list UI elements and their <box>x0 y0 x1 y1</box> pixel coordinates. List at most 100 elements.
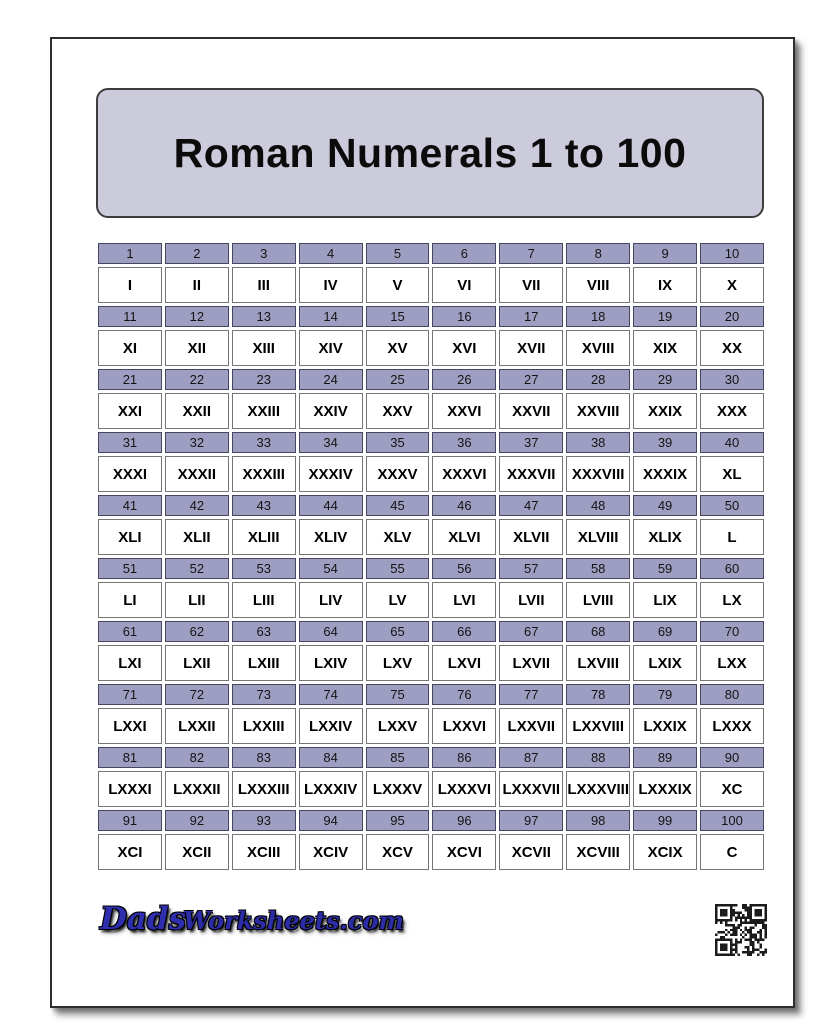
roman-cell: XXX <box>700 393 764 429</box>
arabic-cell: 70 <box>700 621 764 642</box>
roman-cell: XLVIII <box>566 519 631 555</box>
roman-row: XI XII XIII XIV XV XVI XVII XVIII XIX XX <box>98 330 764 366</box>
roman-cell: XXXVII <box>499 456 564 492</box>
qr-code-icon <box>715 904 767 956</box>
arabic-cell: 24 <box>298 369 363 390</box>
roman-cell: XCVIII <box>566 834 631 870</box>
roman-cell: LXXXIV <box>298 771 363 807</box>
roman-cell: XIV <box>298 330 363 366</box>
numerals-table-body: 1 2 3 4 5 6 7 8 9 10 I II III IV V VI VII VIII IX X 11 12 13 14… <box>98 243 764 870</box>
arabic-cell: 64 <box>298 621 363 642</box>
roman-cell: XXXVI <box>432 456 497 492</box>
arabic-cell: 26 <box>432 369 497 390</box>
arabic-cell: 31 <box>98 432 162 453</box>
roman-cell: XVII <box>499 330 564 366</box>
roman-cell: LI <box>98 582 162 618</box>
arabic-cell: 8 <box>566 243 631 264</box>
roman-cell: VI <box>432 267 497 303</box>
roman-cell: LXX <box>700 645 764 681</box>
arabic-cell: 53 <box>231 558 296 579</box>
arabic-row: 51 52 53 54 55 56 57 58 59 60 <box>98 558 764 579</box>
arabic-row: 71 72 73 74 75 76 77 78 79 80 <box>98 684 764 705</box>
roman-cell: IV <box>298 267 363 303</box>
arabic-cell: 7 <box>499 243 564 264</box>
arabic-cell: 14 <box>298 306 363 327</box>
roman-cell: VIII <box>566 267 631 303</box>
roman-cell: XXIII <box>231 393 296 429</box>
roman-row: XLI XLII XLIII XLIV XLV XLVI XLVII XLVIII XLIX L <box>98 519 764 555</box>
roman-cell: VII <box>499 267 564 303</box>
roman-cell: XC <box>700 771 764 807</box>
arabic-row: 1 2 3 4 5 6 7 8 9 10 <box>98 243 764 264</box>
arabic-cell: 1 <box>98 243 162 264</box>
arabic-cell: 83 <box>231 747 296 768</box>
arabic-cell: 45 <box>365 495 430 516</box>
arabic-cell: 86 <box>432 747 497 768</box>
roman-cell: XXVII <box>499 393 564 429</box>
arabic-cell: 60 <box>700 558 764 579</box>
roman-cell: XCVII <box>499 834 564 870</box>
roman-cell: LX <box>700 582 764 618</box>
roman-cell: XLIII <box>231 519 296 555</box>
arabic-cell: 34 <box>298 432 363 453</box>
roman-cell: XLII <box>164 519 229 555</box>
arabic-row: 41 42 43 44 45 46 47 48 49 50 <box>98 495 764 516</box>
roman-cell: XVIII <box>566 330 631 366</box>
arabic-cell: 99 <box>633 810 698 831</box>
roman-cell: XCIX <box>633 834 698 870</box>
roman-cell: XLI <box>98 519 162 555</box>
arabic-cell: 48 <box>566 495 631 516</box>
roman-cell: XCI <box>98 834 162 870</box>
roman-cell: LIX <box>633 582 698 618</box>
roman-cell: LXIII <box>231 645 296 681</box>
roman-cell: LIII <box>231 582 296 618</box>
roman-cell: XXXIX <box>633 456 698 492</box>
arabic-cell: 19 <box>633 306 698 327</box>
roman-cell: XV <box>365 330 430 366</box>
numerals-table: 1 2 3 4 5 6 7 8 9 10 I II III IV V VI VII VIII IX X 11 12 13 14… <box>95 240 767 873</box>
arabic-cell: 65 <box>365 621 430 642</box>
qr-code-svg <box>715 904 767 956</box>
arabic-cell: 11 <box>98 306 162 327</box>
roman-cell: LXVIII <box>566 645 631 681</box>
arabic-cell: 47 <box>499 495 564 516</box>
roman-cell: LXVII <box>499 645 564 681</box>
arabic-cell: 41 <box>98 495 162 516</box>
roman-cell: XLV <box>365 519 430 555</box>
arabic-cell: 66 <box>432 621 497 642</box>
roman-row: XXI XXII XXIII XXIV XXV XXVI XXVII XXVIII XXIX XX… <box>98 393 764 429</box>
arabic-cell: 89 <box>633 747 698 768</box>
roman-cell: LXIX <box>633 645 698 681</box>
roman-cell: XXXI <box>98 456 162 492</box>
arabic-row: 11 12 13 14 15 16 17 18 19 20 <box>98 306 764 327</box>
roman-cell: LXXXIX <box>633 771 698 807</box>
roman-cell: X <box>700 267 764 303</box>
arabic-cell: 58 <box>566 558 631 579</box>
arabic-cell: 13 <box>231 306 296 327</box>
arabic-cell: 75 <box>365 684 430 705</box>
roman-cell: XXXVIII <box>566 456 631 492</box>
roman-cell: XL <box>700 456 764 492</box>
roman-cell: XX <box>700 330 764 366</box>
arabic-cell: 44 <box>298 495 363 516</box>
roman-cell: LVII <box>499 582 564 618</box>
arabic-cell: 46 <box>432 495 497 516</box>
arabic-cell: 90 <box>700 747 764 768</box>
arabic-cell: 94 <box>298 810 363 831</box>
arabic-cell: 43 <box>231 495 296 516</box>
roman-cell: LV <box>365 582 430 618</box>
roman-cell: LXXVI <box>432 708 497 744</box>
roman-row: LXI LXII LXIII LXIV LXV LXVI LXVII LXVIII LXIX LX… <box>98 645 764 681</box>
arabic-cell: 73 <box>231 684 296 705</box>
roman-cell: XXIV <box>298 393 363 429</box>
arabic-cell: 29 <box>633 369 698 390</box>
roman-cell: LXXXVII <box>499 771 564 807</box>
arabic-cell: 87 <box>499 747 564 768</box>
arabic-cell: 32 <box>164 432 229 453</box>
roman-cell: XXXIV <box>298 456 363 492</box>
arabic-cell: 18 <box>566 306 631 327</box>
arabic-cell: 78 <box>566 684 631 705</box>
arabic-cell: 88 <box>566 747 631 768</box>
roman-cell: XLVI <box>432 519 497 555</box>
arabic-cell: 54 <box>298 558 363 579</box>
